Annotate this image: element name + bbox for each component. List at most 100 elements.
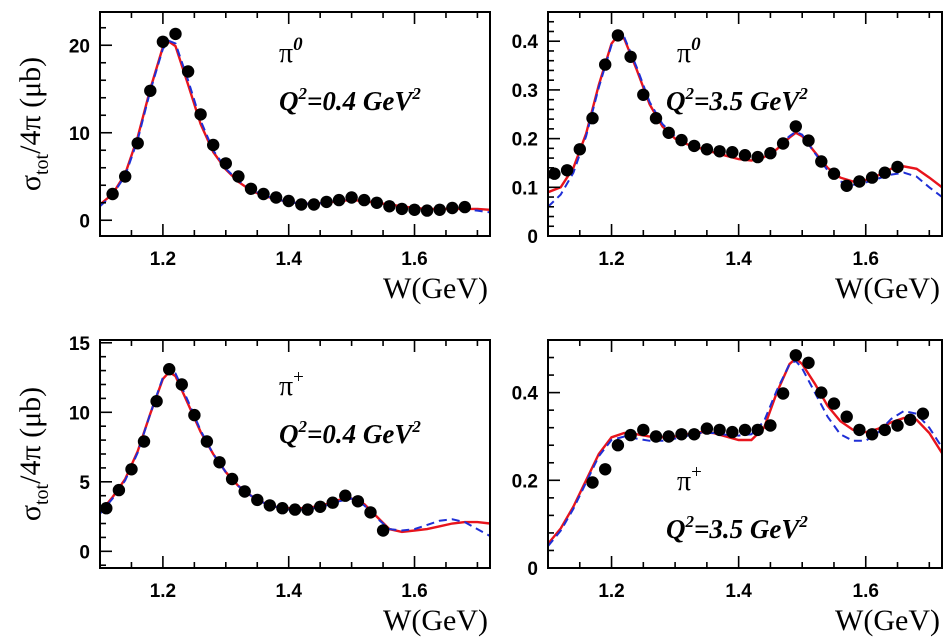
data-point [420, 204, 434, 217]
q2-label: Q2=3.5 GeV2 [666, 84, 808, 116]
data-point [586, 112, 599, 125]
data-point [200, 435, 214, 448]
data-point [599, 58, 612, 71]
model-curve-solid [100, 40, 490, 211]
x-tick-label: 1.4 [275, 581, 302, 602]
data-point [163, 363, 176, 376]
plot-frame [547, 11, 943, 237]
y-tick-label: 0.4 [512, 32, 539, 53]
data-point [207, 138, 220, 152]
data-point [853, 423, 866, 437]
data-point [624, 50, 637, 63]
data-point [238, 485, 251, 498]
particle-label: π+ [279, 367, 304, 402]
data-point [815, 155, 828, 168]
x-tick-label: 1.4 [725, 581, 752, 602]
data-point [904, 413, 917, 426]
y-tick-label: 0.4 [512, 384, 539, 405]
data-point [169, 27, 182, 41]
y-tick-label: 15 [69, 334, 91, 355]
data-point [726, 146, 739, 159]
data-point [649, 430, 663, 443]
data-point [276, 502, 289, 515]
x-tick-label: 1.4 [275, 249, 302, 270]
model-curve-solid [100, 370, 490, 534]
data-point [282, 194, 295, 208]
data-point [675, 428, 688, 441]
data-point [194, 108, 207, 121]
q2-label: Q2=0.4 GeV2 [279, 417, 421, 449]
data-point [219, 157, 232, 170]
x-axis-title: W(GeV) [835, 604, 940, 637]
data-point [446, 201, 459, 215]
data-point [301, 503, 314, 516]
q2-label: Q2=3.5 GeV2 [666, 512, 808, 544]
data-point [188, 408, 201, 422]
data-point [119, 170, 132, 183]
y-tick-label: 0 [527, 559, 538, 580]
data-point [878, 166, 891, 179]
data-point [131, 137, 144, 150]
y-tick-label: 0 [79, 542, 90, 563]
data-point [802, 134, 815, 147]
y-tick-label: 5 [79, 473, 90, 494]
data-point [408, 203, 421, 216]
data-point [586, 476, 599, 489]
x-tick-label: 1.4 [725, 249, 752, 270]
data-point [144, 84, 157, 98]
data-point [599, 463, 612, 476]
data-point [263, 499, 276, 512]
data-point [840, 179, 853, 192]
y-axis-title: σtot/4π (μb) [14, 57, 53, 191]
data-point [269, 191, 283, 204]
data-point [339, 489, 352, 502]
data-point [560, 164, 574, 177]
data-point [611, 439, 625, 452]
x-axis-title: W(GeV) [835, 272, 940, 305]
data-point [738, 149, 752, 162]
data-point [150, 395, 163, 408]
data-point [827, 397, 841, 410]
x-tick-label: 1.2 [150, 249, 176, 270]
data-point [878, 423, 891, 437]
x-axis-title: W(GeV) [383, 604, 488, 637]
data-point [307, 198, 321, 211]
data-point [611, 29, 625, 42]
y-tick-label: 20 [69, 36, 90, 57]
data-point [213, 456, 226, 469]
data-point [840, 410, 853, 423]
data-point [332, 193, 346, 207]
data-point [295, 198, 308, 211]
panel-p3: 1.2 1.4 1.6 0 5 10 15 W(GeV) σtot/4π (μb) π+ Q2=0.… [14, 334, 491, 637]
y-axis-title: σtot/4π (μb) [14, 387, 53, 521]
data-point [751, 150, 764, 164]
model-curve-dashed [100, 367, 490, 537]
data-point [764, 419, 777, 432]
panel-p4: 1.2 1.4 1.6 0 0.2 0.4 W(GeV) π+ Q2=3.5 GeV2 [512, 339, 943, 637]
data-point [649, 112, 663, 125]
data-point [662, 126, 675, 139]
data-point [314, 500, 327, 513]
data-point [156, 35, 170, 48]
particle-label: π0 [677, 34, 701, 69]
data-point [288, 503, 302, 516]
data-point [232, 170, 245, 183]
data-point [320, 195, 333, 209]
data-point [662, 430, 675, 443]
data-point [624, 428, 637, 442]
plot-frame [99, 11, 491, 237]
data-point [738, 423, 752, 437]
data-point [573, 143, 586, 156]
y-tick-label: 0.2 [512, 471, 538, 492]
data-point [637, 423, 650, 437]
particle-label: π+ [677, 462, 702, 497]
x-tick-label: 1.2 [598, 581, 624, 602]
data-point [675, 133, 688, 147]
data-point [358, 193, 371, 207]
data-point [395, 202, 409, 216]
y-tick-label: 0.2 [512, 130, 538, 151]
data-point [106, 187, 119, 201]
data-point [815, 386, 828, 399]
data-point [112, 483, 126, 497]
x-tick-label: 1.2 [150, 581, 176, 602]
